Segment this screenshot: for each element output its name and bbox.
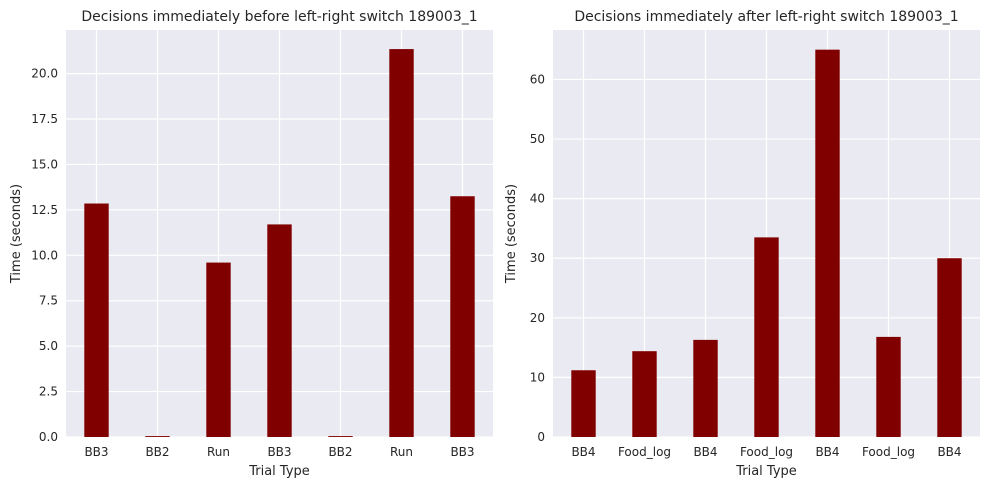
y-tick-label: 50	[530, 132, 545, 146]
y-tick-label: 7.5	[39, 294, 58, 308]
bar	[328, 436, 353, 437]
bar	[267, 224, 292, 437]
chart-before-switch: 0.0 2.5 5.0 7.5 10.0 12.5 15.0 17.5 20.0 BB3 BB2 Ru…	[9, 9, 493, 479]
bar	[876, 336, 901, 437]
x-tick-label: Food_log	[862, 445, 915, 459]
y-tick-label: 17.5	[31, 112, 58, 126]
x-tick-label: Food_log	[618, 445, 671, 459]
y-tick-label: 0	[537, 430, 545, 444]
x-tick-label: BB4	[571, 445, 595, 459]
y-tick-label: 15.0	[31, 157, 58, 171]
x-axis-label: Trial Type	[248, 464, 310, 479]
x-tick-label: Run	[390, 445, 413, 459]
bar	[145, 436, 170, 437]
y-axis-label: Time (seconds)	[9, 184, 24, 284]
bar	[206, 262, 231, 437]
chart-after-switch: 0 10 20 30 40 50 60 BB4 Food_log BB4 Food_log BB4 Fo…	[504, 9, 980, 479]
bar	[571, 370, 596, 437]
x-tick-label: BB2	[145, 445, 169, 459]
x-tick-label: Food_log	[740, 445, 793, 459]
bar	[632, 351, 657, 437]
x-tick-label: BB4	[693, 445, 717, 459]
x-tick-label: BB3	[267, 445, 291, 459]
bar	[937, 258, 962, 437]
x-tick-label: BB2	[328, 445, 352, 459]
chart-title: Decisions immediately before left-right …	[81, 9, 477, 25]
x-tick-label: BB4	[815, 445, 839, 459]
bar	[815, 49, 840, 438]
x-tick-label: BB4	[937, 445, 961, 459]
x-tick-label: BB3	[450, 445, 474, 459]
bar	[389, 49, 414, 437]
y-tick-label: 40	[530, 192, 545, 206]
y-tick-label: 5.0	[39, 339, 58, 353]
y-tick-label: 0.0	[39, 430, 58, 444]
y-tick-label: 10.0	[31, 248, 58, 262]
x-axis-label: Trial Type	[735, 464, 797, 479]
y-tick-label: 12.5	[31, 203, 58, 217]
y-tick-label: 2.5	[39, 385, 58, 399]
y-tick-label: 20	[530, 311, 545, 325]
bar	[754, 237, 779, 437]
x-tick-label: BB3	[84, 445, 108, 459]
y-tick-label: 10	[530, 370, 545, 384]
x-tick-label: Run	[207, 445, 230, 459]
y-tick-label: 30	[530, 251, 545, 265]
y-tick-label: 60	[530, 72, 545, 86]
y-tick-label: 20.0	[31, 67, 58, 81]
bar	[693, 339, 718, 437]
y-axis-label: Time (seconds)	[504, 184, 519, 284]
bar	[450, 196, 475, 437]
chart-title: Decisions immediately after left-right s…	[574, 9, 958, 25]
bar	[84, 203, 109, 437]
